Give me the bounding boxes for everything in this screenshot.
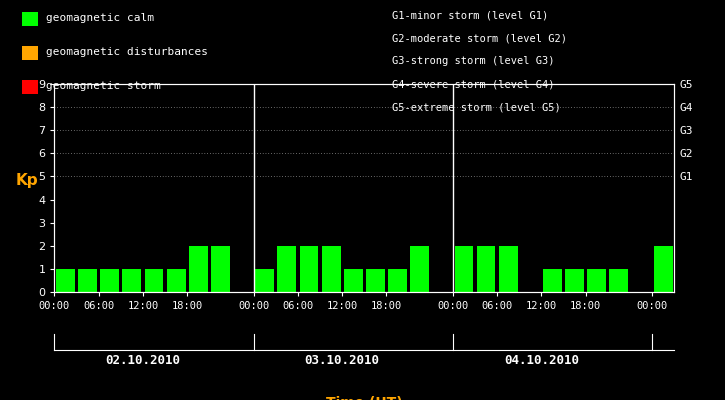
Text: G5-extreme storm (level G5): G5-extreme storm (level G5) (392, 103, 560, 113)
Bar (123, 269, 141, 292)
Y-axis label: Kp: Kp (16, 173, 38, 188)
Bar (543, 269, 562, 292)
Bar (144, 269, 163, 292)
Bar (654, 246, 673, 292)
Bar (366, 269, 385, 292)
Bar (278, 246, 297, 292)
Bar (167, 269, 186, 292)
Text: G3-strong storm (level G3): G3-strong storm (level G3) (392, 56, 554, 66)
Bar (189, 246, 207, 292)
Bar (499, 246, 518, 292)
Bar (566, 269, 584, 292)
Text: G1-minor storm (level G1): G1-minor storm (level G1) (392, 10, 548, 20)
Bar (410, 246, 429, 292)
Text: Time (UT): Time (UT) (326, 396, 402, 400)
Bar (455, 246, 473, 292)
Text: 04.10.2010: 04.10.2010 (504, 354, 579, 367)
Text: 02.10.2010: 02.10.2010 (105, 354, 181, 367)
Bar (299, 246, 318, 292)
Text: geomagnetic calm: geomagnetic calm (46, 13, 154, 23)
Bar (100, 269, 119, 292)
Text: G2-moderate storm (level G2): G2-moderate storm (level G2) (392, 33, 566, 43)
Bar (388, 269, 407, 292)
Bar (610, 269, 629, 292)
Bar (476, 246, 495, 292)
Bar (255, 269, 274, 292)
Bar (211, 246, 230, 292)
Bar (322, 246, 341, 292)
Bar (56, 269, 75, 292)
Text: G4-severe storm (level G4): G4-severe storm (level G4) (392, 80, 554, 90)
Bar (78, 269, 97, 292)
Bar (587, 269, 606, 292)
Text: geomagnetic storm: geomagnetic storm (46, 81, 161, 91)
Text: geomagnetic disturbances: geomagnetic disturbances (46, 47, 208, 57)
Bar (344, 269, 362, 292)
Text: 03.10.2010: 03.10.2010 (304, 354, 380, 367)
